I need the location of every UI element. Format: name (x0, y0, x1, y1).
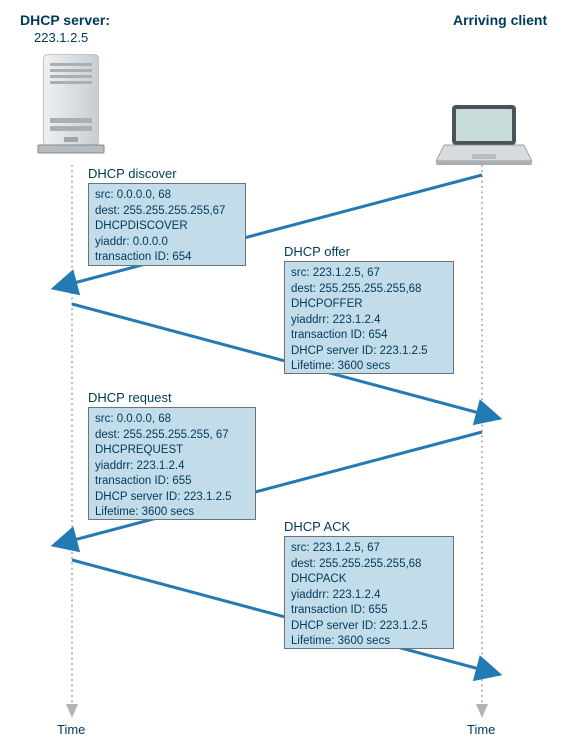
request-field: transaction ID: 655 (95, 474, 249, 490)
discover-box: src: 0.0.0.0, 68 dest: 255.255.255.255,6… (88, 183, 246, 266)
ack-title: DHCP ACK (284, 519, 350, 534)
request-field: Lifetime: 3600 secs (95, 505, 249, 521)
time-label-server: Time (57, 722, 85, 737)
ack-box: src: 223.1.2.5, 67 dest: 255.255.255.255… (284, 536, 454, 649)
request-field: src: 0.0.0.0, 68 (95, 412, 249, 428)
ack-field: transaction ID: 655 (291, 603, 447, 619)
offer-field: Lifetime: 3600 secs (291, 359, 447, 375)
discover-field: yiaddr: 0.0.0.0 (95, 235, 239, 251)
discover-field: transaction ID: 654 (95, 250, 239, 266)
diagram-canvas: DHCP server: 223.1.2.5 Arriving client (0, 0, 571, 747)
request-field: dest: 255.255.255.255, 67 (95, 428, 249, 444)
offer-field: yiaddrr: 223.1.2.4 (291, 313, 447, 329)
request-field: DHCP server ID: 223.1.2.5 (95, 490, 249, 506)
server-icon (38, 55, 104, 153)
offer-title: DHCP offer (284, 244, 350, 259)
ack-field: src: 223.1.2.5, 67 (291, 541, 447, 557)
ack-field: DHCPACK (291, 572, 447, 588)
request-box: src: 0.0.0.0, 68 dest: 255.255.255.255, … (88, 407, 256, 520)
discover-field: DHCPDISCOVER (95, 219, 239, 235)
offer-field: DHCPOFFER (291, 297, 447, 313)
request-title: DHCP request (88, 390, 172, 405)
request-field: DHCPREQUEST (95, 443, 249, 459)
offer-box: src: 223.1.2.5, 67 dest: 255.255.255.255… (284, 261, 454, 374)
laptop-icon (436, 105, 532, 165)
discover-field: src: 0.0.0.0, 68 (95, 188, 239, 204)
offer-field: transaction ID: 654 (291, 328, 447, 344)
ack-field: dest: 255.255.255.255,68 (291, 557, 447, 573)
time-label-client: Time (467, 722, 495, 737)
ack-field: Lifetime: 3600 secs (291, 634, 447, 650)
ack-field: yiaddrr: 223.1.2.4 (291, 588, 447, 604)
server-timeline-arrow (66, 704, 78, 718)
offer-field: src: 223.1.2.5, 67 (291, 266, 447, 282)
offer-field: DHCP server ID: 223.1.2.5 (291, 344, 447, 360)
discover-title: DHCP discover (88, 166, 177, 181)
offer-field: dest: 255.255.255.255,68 (291, 282, 447, 298)
discover-field: dest: 255.255.255.255,67 (95, 204, 239, 220)
ack-field: DHCP server ID: 223.1.2.5 (291, 619, 447, 635)
request-field: yiaddrr: 223.1.2.4 (95, 459, 249, 475)
client-timeline-arrow (476, 704, 488, 718)
